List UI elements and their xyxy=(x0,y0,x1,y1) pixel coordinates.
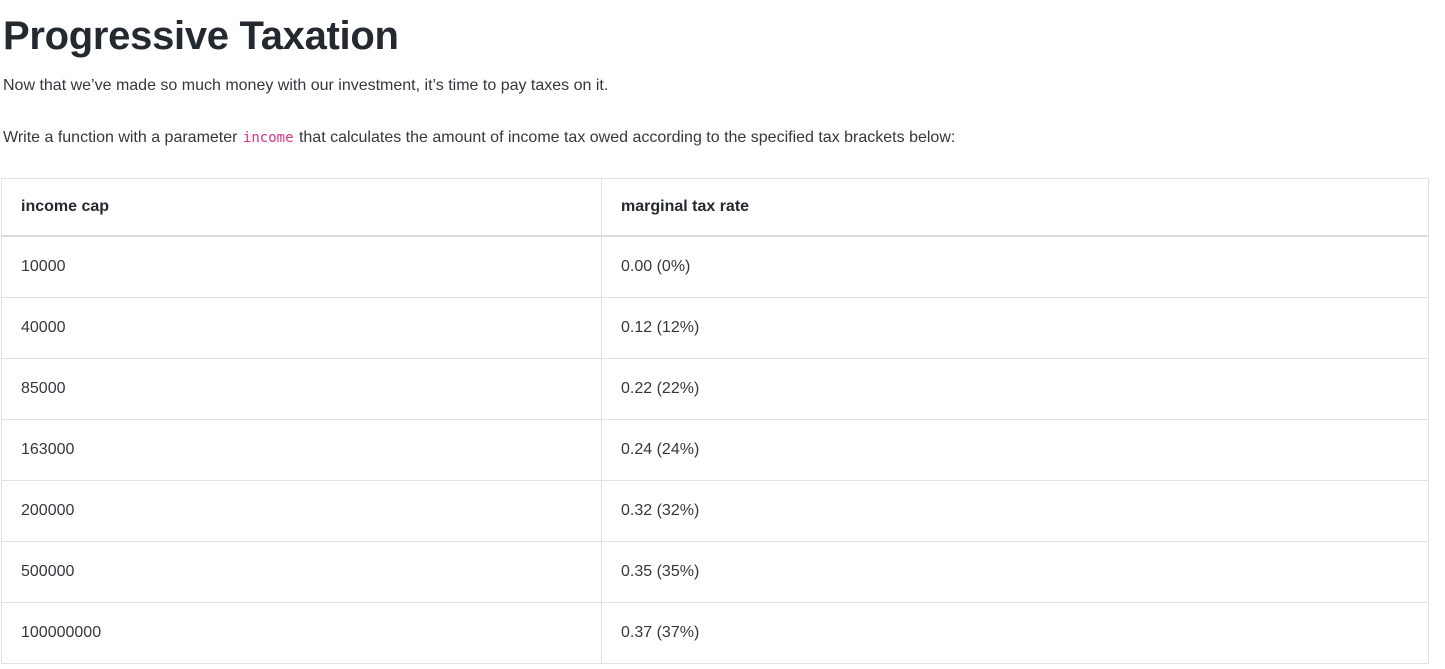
income-cap-cell: 200000 xyxy=(1,480,602,542)
table-row: 10000 0.00 (0%) xyxy=(1,235,1429,298)
marginal-tax-rate-cell: 0.37 (37%) xyxy=(601,602,1429,664)
income-cap-cell: 163000 xyxy=(1,419,602,481)
table-header-row: income cap marginal tax rate xyxy=(1,178,1429,237)
table-body: 10000 0.00 (0%) 40000 0.12 (12%) 85000 0.22 (… xyxy=(1,235,1429,664)
column-header-income-cap: income cap xyxy=(1,178,602,237)
marginal-tax-rate-cell: 0.32 (32%) xyxy=(601,480,1429,542)
inline-code-income: income xyxy=(242,130,294,146)
task-paragraph: Write a function with a parameter income… xyxy=(3,126,1429,150)
income-cap-cell: 40000 xyxy=(1,297,602,359)
marginal-tax-rate-cell: 0.24 (24%) xyxy=(601,419,1429,481)
task-text-before: Write a function with a parameter xyxy=(3,129,242,146)
page-title: Progressive Taxation xyxy=(3,14,399,58)
task-text-after: that calculates the amount of income tax… xyxy=(294,129,956,146)
table-row: 163000 0.24 (24%) xyxy=(1,419,1429,481)
table-row: 200000 0.32 (32%) xyxy=(1,480,1429,542)
table-row: 100000000 0.37 (37%) xyxy=(1,602,1429,664)
income-cap-cell: 500000 xyxy=(1,541,602,603)
marginal-tax-rate-cell: 0.12 (12%) xyxy=(601,297,1429,359)
intro-paragraph: Now that we’ve made so much money with o… xyxy=(3,77,609,94)
table-row: 40000 0.12 (12%) xyxy=(1,297,1429,359)
income-cap-cell: 10000 xyxy=(1,235,602,298)
table-row: 500000 0.35 (35%) xyxy=(1,541,1429,603)
income-cap-cell: 85000 xyxy=(1,358,602,420)
column-header-marginal-tax-rate: marginal tax rate xyxy=(601,178,1429,237)
marginal-tax-rate-cell: 0.35 (35%) xyxy=(601,541,1429,603)
marginal-tax-rate-cell: 0.22 (22%) xyxy=(601,358,1429,420)
income-cap-cell: 100000000 xyxy=(1,602,602,664)
table-row: 85000 0.22 (22%) xyxy=(1,358,1429,420)
marginal-tax-rate-cell: 0.00 (0%) xyxy=(601,235,1429,298)
tax-brackets-table: income cap marginal tax rate 10000 0.00 (… xyxy=(1,178,1429,664)
